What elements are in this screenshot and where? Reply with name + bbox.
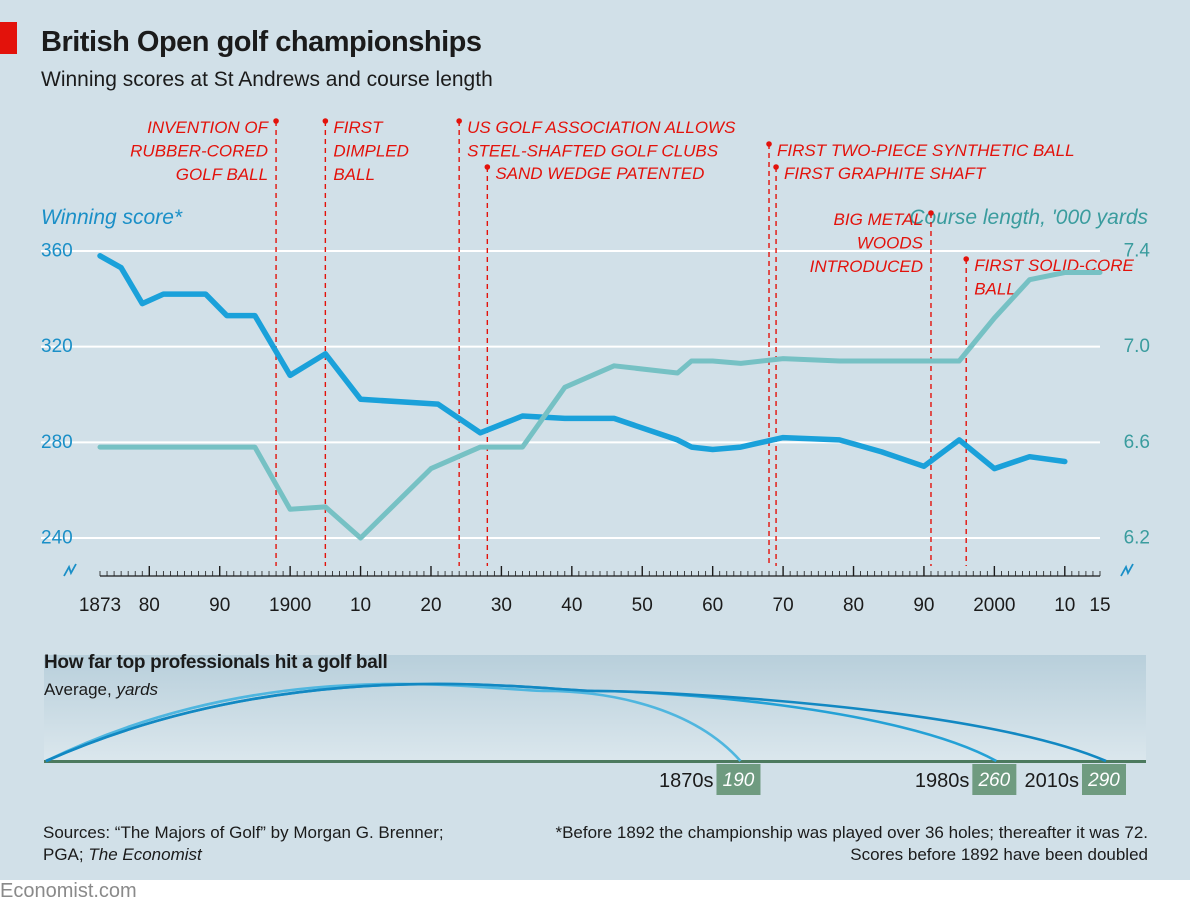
footnote-line-1: *Before 1892 the championship was played… (555, 823, 1148, 842)
annotation-label: FIRST TWO-PIECE SYNTHETIC BALL (777, 141, 1075, 160)
annotation-dot (773, 164, 779, 170)
annotation-dot (963, 256, 969, 262)
inset-title: How far top professionals hit a golf bal… (44, 652, 388, 673)
annotation-dot (928, 210, 934, 216)
drive-era-label: 1980s (915, 770, 970, 792)
x-tick-label: 90 (209, 595, 230, 616)
annotation-label: STEEL-SHAFTED GOLF CLUBS (467, 142, 719, 161)
x-tick-label: 10 (350, 595, 371, 616)
drive-yards-box (716, 764, 761, 795)
x-tick-label: 1900 (269, 595, 311, 616)
sources-text: PGA; (43, 845, 89, 864)
drive-era-label: 2010s (1025, 770, 1080, 792)
left-tick-label: 360 (41, 241, 73, 262)
main-chart: 240 280 320 360 6.2 6.6 7.0 7.4 Winning score* Co… (41, 118, 1150, 795)
annotation-label: WOODS (857, 234, 924, 253)
x-tick-label: 10 (1054, 595, 1075, 616)
drive-yards-label: 190 (723, 770, 755, 791)
drive-yards-box (972, 764, 1017, 795)
annotation-label: BIG METAL (834, 210, 923, 229)
left-tick-label: 240 (41, 528, 73, 549)
axis-break-icon (1120, 563, 1134, 577)
annotation-label: FIRST (333, 118, 384, 137)
inset-subtitle-text: Average, (44, 680, 117, 699)
annotation-dot (273, 118, 279, 124)
x-tick-label: 90 (913, 595, 934, 616)
right-tick-label: 6.2 (1124, 528, 1150, 549)
right-axis-title: Course length, '000 yards (909, 206, 1148, 229)
x-axis: 1873 80 90 1900 10 20 30 40 50 60 70 80 90 2000 10 15 (79, 566, 1111, 616)
x-tick-label: 2000 (973, 595, 1015, 616)
sources-publication: The Economist (88, 845, 202, 864)
drive-arc-1870s (45, 682, 742, 763)
drive-arc-2010s (45, 682, 1107, 763)
footnote: *Before 1892 the championship was played… (555, 822, 1148, 866)
drive-yards-box (1082, 764, 1126, 795)
left-tick-label: 280 (41, 432, 73, 453)
annotation-label: INTRODUCED (810, 257, 923, 276)
x-tick-label: 40 (561, 595, 582, 616)
axis-break-icon (63, 563, 77, 577)
brand-footer: Economist.com (0, 880, 137, 902)
sources-line-1: Sources: “The Majors of Golf” by Morgan … (43, 823, 444, 842)
x-tick-label: 20 (420, 595, 441, 616)
annotation-label: BALL (333, 165, 375, 184)
left-axis-title: Winning score* (41, 206, 183, 229)
x-tick-label: 60 (702, 595, 723, 616)
annotation-dot (766, 141, 772, 147)
x-tick-label: 70 (773, 595, 794, 616)
x-tick-label: 1873 (79, 595, 121, 616)
annotation-label: BALL (974, 280, 1016, 299)
x-tick-label: 15 (1089, 595, 1110, 616)
brand-accent-bar (0, 22, 17, 54)
sources-note: Sources: “The Majors of Golf” by Morgan … (43, 822, 444, 866)
annotation-dot (484, 164, 491, 170)
annotations: INVENTION OF RUBBER-CORED GOLF BALL FIRST DI… (130, 118, 1134, 566)
left-tick-label: 320 (41, 336, 73, 357)
chart-subtitle: Winning scores at St Andrews and course … (41, 68, 493, 91)
x-tick-label: 30 (491, 595, 512, 616)
x-tick-label: 80 (843, 595, 864, 616)
drive-era-label: 1870s (659, 770, 714, 792)
inset-subtitle: Average, yards (44, 680, 158, 700)
drive-yards-label: 260 (977, 770, 1010, 791)
footnote-line-2: Scores before 1892 have been doubled (850, 845, 1148, 864)
inset-subtitle-unit: yards (116, 680, 159, 699)
right-tick-label: 7.4 (1124, 241, 1151, 262)
annotation-dot (456, 118, 462, 124)
course-length-line (97, 270, 1103, 541)
annotation-label: INVENTION OF (147, 118, 270, 137)
annotation-label: GOLF BALL (176, 165, 268, 184)
right-tick-label: 7.0 (1124, 336, 1150, 357)
x-tick-label: 50 (632, 595, 653, 616)
annotation-label: SAND WEDGE PATENTED (495, 164, 704, 183)
gridlines: 240 280 320 360 6.2 6.6 7.0 7.4 (41, 241, 1150, 549)
annotation-label: US GOLF ASSOCIATION ALLOWS (467, 118, 736, 137)
right-tick-label: 6.6 (1124, 432, 1150, 453)
annotation-dot (322, 118, 329, 124)
annotation-label: DIMPLED (333, 142, 409, 161)
chart-title: British Open golf championships (41, 26, 482, 58)
drive-yards-label: 290 (1087, 770, 1120, 791)
annotation-label: FIRST GRAPHITE SHAFT (784, 164, 987, 183)
sources-line-2: PGA; The Economist (43, 844, 444, 866)
inset-ground (44, 760, 1146, 763)
x-tick-label: 80 (139, 595, 160, 616)
annotation-label: RUBBER-CORED (130, 142, 268, 161)
